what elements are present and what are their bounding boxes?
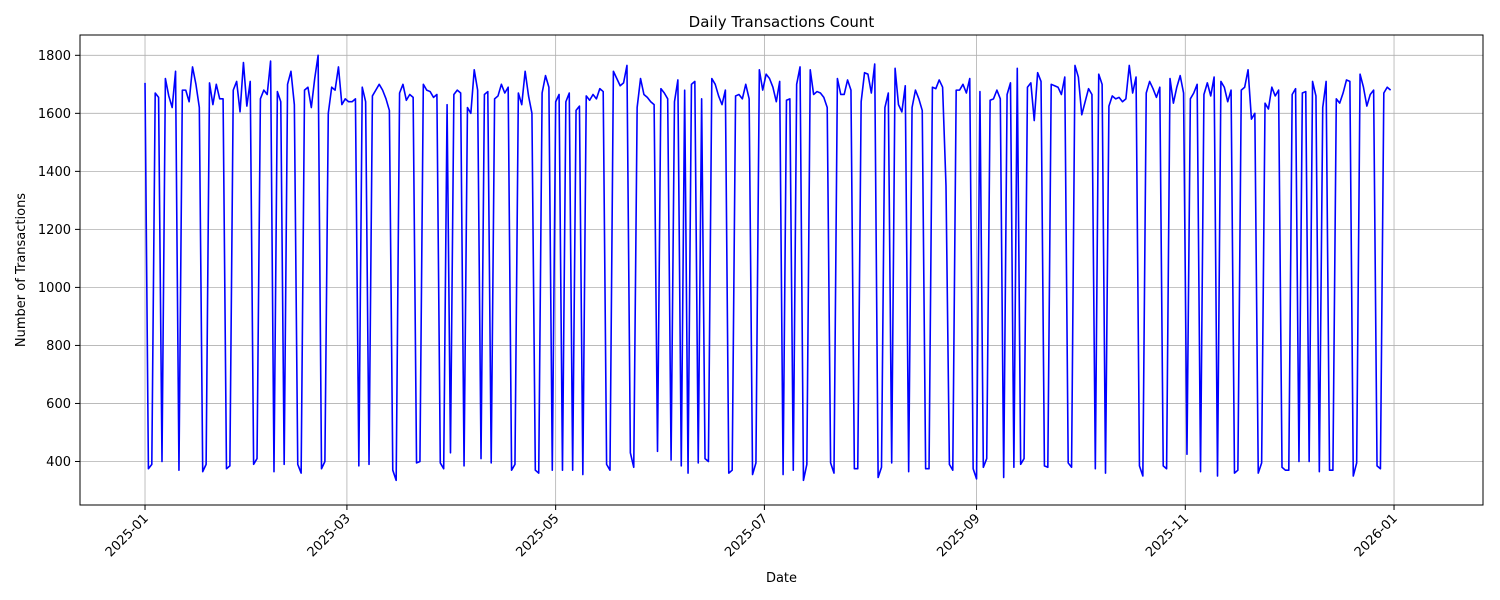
y-tick-label: 1600 (38, 107, 71, 122)
series-layer (144, 54, 1392, 482)
x-axis-title: Date (766, 571, 797, 586)
y-axis-title: Number of Transactions (14, 193, 29, 347)
plot-frame (79, 34, 1484, 506)
y-tick-label: 1800 (38, 49, 71, 64)
y-tick-label: 1400 (38, 165, 71, 180)
y-tick-label: 1200 (38, 223, 71, 238)
chart-title: Daily Transactions Count (689, 13, 875, 31)
series-line (144, 54, 1392, 482)
y-tick-label: 800 (46, 339, 71, 354)
y-tick-label: 1000 (38, 281, 71, 296)
y-tick-label: 400 (46, 455, 71, 470)
y-tick-label: 600 (46, 397, 71, 412)
